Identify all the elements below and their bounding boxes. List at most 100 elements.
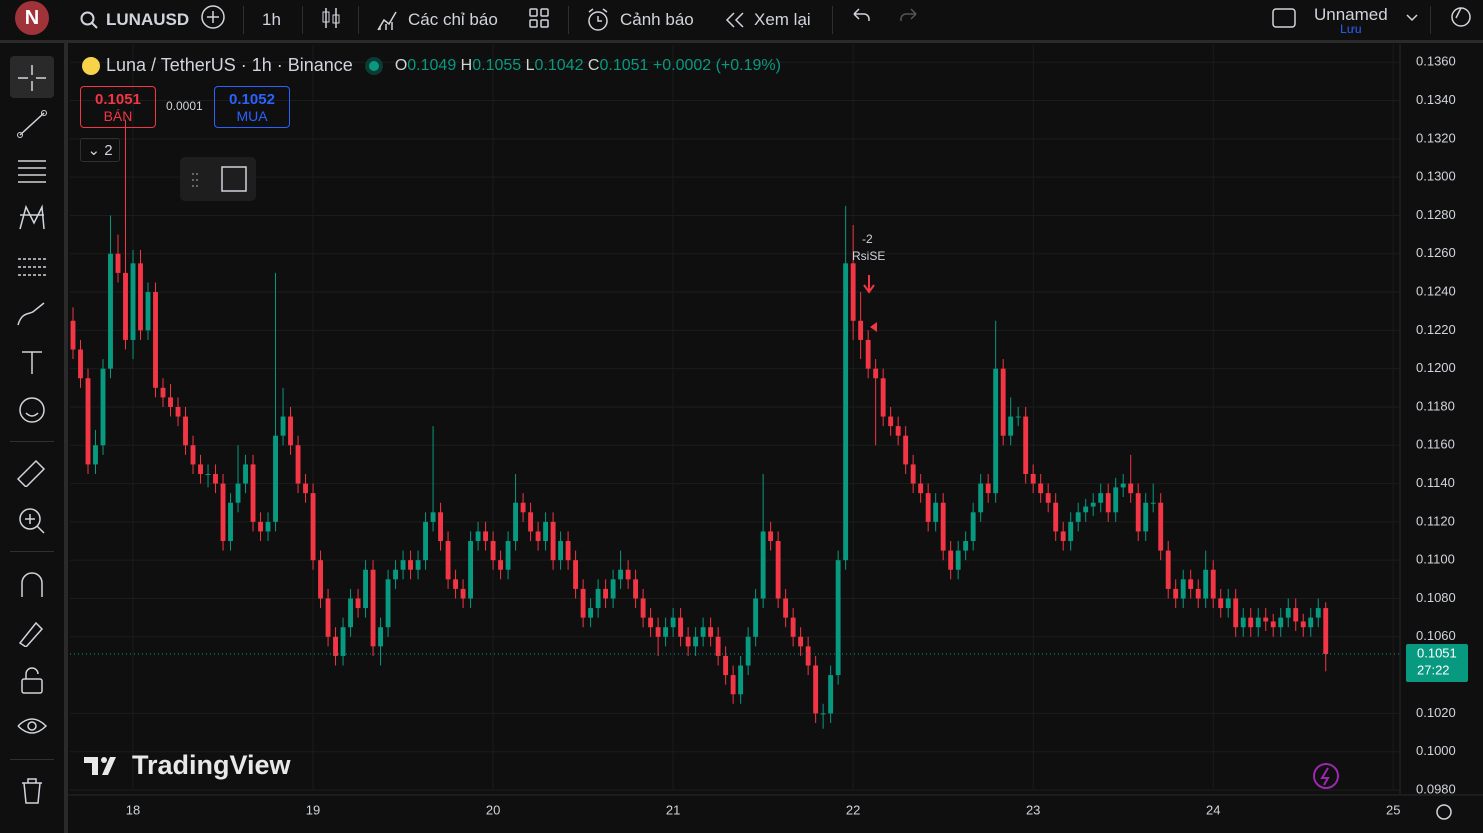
- candle-body: [558, 541, 564, 561]
- indicators-button[interactable]: Các chỉ báo: [376, 0, 498, 40]
- watermark-logo: [84, 756, 116, 775]
- x-tick-label: 23: [1026, 802, 1040, 817]
- candle-body: [865, 339, 871, 369]
- quick-search[interactable]: [1448, 0, 1474, 40]
- separator: [358, 6, 359, 34]
- candle-body: [430, 512, 436, 522]
- drawing-toolbar: [180, 157, 256, 201]
- candle-body: [970, 512, 976, 542]
- interval[interactable]: 1h: [262, 0, 281, 40]
- candle-body: [93, 445, 98, 465]
- interval-label: 1h: [262, 10, 281, 29]
- candle-body: [1150, 502, 1156, 504]
- y-tick-label: 0.1020: [1416, 705, 1456, 720]
- buy-button[interactable]: 0.1052 MUA: [214, 86, 290, 128]
- candle-body: [490, 541, 496, 561]
- candle-body: [528, 512, 534, 532]
- undo-button[interactable]: [850, 0, 872, 40]
- forecast-tool[interactable]: [14, 251, 50, 281]
- icon-tool[interactable]: [14, 395, 50, 425]
- candle-body: [258, 521, 263, 532]
- crosshair-tool[interactable]: [14, 63, 50, 93]
- zoom-tool[interactable]: [14, 505, 50, 535]
- candle-body: [813, 665, 819, 714]
- drawing-toolbar-icons[interactable]: [180, 157, 256, 201]
- x-tick-label: 22: [846, 802, 860, 817]
- candle-body: [835, 560, 841, 676]
- candle-body: [1135, 493, 1141, 532]
- sell-button[interactable]: 0.1051 BÁN: [80, 86, 156, 128]
- candle-body: [670, 617, 676, 628]
- candle-body: [655, 627, 661, 637]
- candle-body: [1195, 588, 1201, 599]
- candle-body: [828, 675, 834, 714]
- settings-button[interactable]: [1436, 804, 1452, 820]
- watermark-text: TradingView: [132, 750, 291, 780]
- layouts-button[interactable]: [528, 0, 550, 40]
- candle-body: [265, 521, 271, 532]
- candle-body: [1045, 493, 1051, 503]
- candle-body: [243, 464, 248, 484]
- candle-body: [168, 397, 173, 407]
- candle-body: [925, 493, 931, 522]
- grid: [70, 45, 1400, 791]
- candle-body: [1248, 617, 1254, 628]
- candle-body: [310, 493, 316, 561]
- candle-body: [1120, 483, 1126, 488]
- candle-body: [850, 263, 856, 321]
- candle-body: [423, 521, 429, 561]
- candle-body: [1060, 531, 1066, 542]
- chart-type[interactable]: [320, 0, 342, 40]
- candle-body: [820, 713, 826, 715]
- ruler-tool[interactable]: [14, 457, 50, 487]
- lock-tool[interactable]: [14, 665, 50, 695]
- y-tick-label: 0.1080: [1416, 590, 1456, 605]
- text-tool[interactable]: [14, 347, 50, 377]
- lock-draw-tool[interactable]: [14, 617, 50, 647]
- candle-body: [738, 665, 744, 695]
- pattern-tool[interactable]: [14, 203, 50, 233]
- layout-name[interactable]: Unnamed Lưu: [1314, 0, 1388, 40]
- alerts-label: Cảnh báo: [620, 10, 694, 29]
- candle-body: [993, 368, 999, 494]
- last-price-label: 0.1051: [1417, 645, 1457, 660]
- candle-body: [1210, 569, 1216, 599]
- visibility-tool[interactable]: [14, 711, 50, 741]
- trendline-tool[interactable]: [14, 109, 50, 139]
- candle-body: [1113, 487, 1119, 513]
- layout-menu[interactable]: [1404, 0, 1420, 40]
- y-tick-label: 0.1220: [1416, 322, 1456, 337]
- l-value: 0.1042: [534, 56, 584, 74]
- fib-tool[interactable]: [14, 157, 50, 187]
- replay-button[interactable]: Xem lại: [724, 0, 811, 40]
- x-tick-label: 21: [666, 802, 680, 817]
- lightning-button[interactable]: [1313, 763, 1339, 789]
- candle-body: [880, 378, 886, 417]
- alerts-button[interactable]: Cảnh báo: [586, 0, 694, 40]
- layout-checkbox[interactable]: [1270, 0, 1298, 40]
- candle-body: [505, 541, 511, 570]
- candle-body: [963, 541, 969, 551]
- separator: [302, 6, 303, 34]
- candle-body: [340, 627, 346, 656]
- candle-body: [468, 541, 474, 599]
- candle-body: [123, 272, 128, 340]
- quantity[interactable]: ⌄ 2: [80, 138, 120, 162]
- delete-tool[interactable]: [14, 775, 50, 805]
- candle-body: [1098, 493, 1104, 503]
- add-symbol[interactable]: [200, 0, 226, 40]
- candle-body: [663, 627, 669, 637]
- symbol-search[interactable]: LUNAUSD: [80, 0, 189, 40]
- candle-body: [873, 368, 879, 379]
- last-price-tag: [1406, 644, 1468, 683]
- candle-body: [633, 579, 639, 599]
- separator: [243, 6, 244, 34]
- candle-body: [933, 502, 939, 522]
- candle-body: [228, 502, 233, 542]
- avatar[interactable]: N: [15, 1, 49, 35]
- magnet-tool[interactable]: [14, 569, 50, 599]
- candle-body: [250, 464, 256, 522]
- y-tick-label: 0.1360: [1416, 54, 1456, 69]
- redo-button[interactable]: [898, 0, 920, 40]
- brush-tool[interactable]: [14, 299, 50, 329]
